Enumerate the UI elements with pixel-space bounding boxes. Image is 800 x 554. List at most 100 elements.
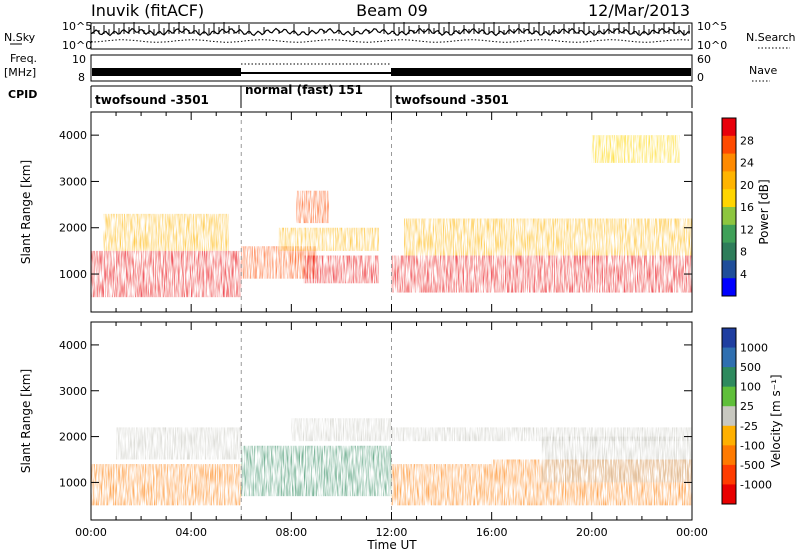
power-ylabel: Slant Range [km] bbox=[19, 160, 33, 264]
velocity-ytick-label-2: 2000 bbox=[59, 431, 87, 444]
freq-tick-top: 10 bbox=[72, 53, 86, 66]
velocity-colorbar-segment-1 bbox=[722, 328, 736, 349]
freq-label-2: [MHz] bbox=[4, 66, 36, 79]
nave-tick-bottom: 0 bbox=[697, 71, 704, 84]
x-axis-ticks: 00:00 04:00 08:00 12:00 16:00 20:00 00:00 bbox=[75, 526, 708, 539]
nsearch-line bbox=[91, 39, 690, 43]
power-region-2 bbox=[103, 213, 229, 251]
velocity-colorbar-tick-4: 25 bbox=[740, 400, 754, 413]
cpid-label: CPID bbox=[8, 88, 37, 101]
velocity-colorbar-segment-7 bbox=[722, 445, 736, 466]
velocity-colorbar-tick-7: -500 bbox=[740, 459, 765, 472]
velocity-colorbar-segment-5 bbox=[722, 406, 736, 427]
nsky-line bbox=[91, 27, 691, 37]
cpid-segment-1: twofsound -3501 bbox=[95, 93, 209, 107]
x-tick-label-4: 12:00 bbox=[376, 526, 408, 539]
velocity-colorbar-frame bbox=[721, 327, 737, 505]
velocity-colorbar-segment-9 bbox=[722, 484, 736, 505]
power-colorbar-segment-4 bbox=[722, 171, 736, 190]
velocity-axes: 1000 2000 3000 4000 bbox=[59, 322, 693, 520]
power-region-9 bbox=[591, 135, 680, 163]
velocity-region-5 bbox=[391, 464, 492, 506]
power-colorbar-tick-1: 28 bbox=[740, 134, 754, 147]
power-colorbar-label: Power [dB] bbox=[757, 179, 771, 244]
freq-band-seg3 bbox=[391, 68, 691, 76]
power-region-7 bbox=[391, 255, 692, 293]
nsky-trace bbox=[91, 22, 691, 43]
power-colorbar-segment-5 bbox=[722, 189, 736, 208]
power-colorbar: 28 24 20 16 12 8 4 bbox=[721, 117, 754, 297]
nsearch-label: N.Search bbox=[746, 31, 796, 44]
power-region-1 bbox=[91, 250, 242, 298]
power-data-layer bbox=[91, 112, 692, 312]
date-title: 12/Mar/2013 bbox=[588, 1, 690, 20]
power-colorbar-segment-8 bbox=[722, 242, 736, 261]
station-title: Inuvik (fitACF) bbox=[91, 1, 204, 20]
freq-label-1: Freq. bbox=[10, 52, 37, 65]
power-ytick-label-1: 1000 bbox=[59, 268, 87, 281]
velocity-colorbar-segment-2 bbox=[722, 347, 736, 368]
velocity-colorbar-segment-3 bbox=[722, 367, 736, 388]
velocity-ylabel: Slant Range [km] bbox=[19, 369, 33, 473]
velocity-data-layer bbox=[91, 322, 692, 520]
power-colorbar-segment-1 bbox=[722, 118, 736, 137]
cpid-segment-3: twofsound -3501 bbox=[395, 93, 509, 107]
power-colorbar-segment-9 bbox=[722, 260, 736, 279]
velocity-region-7 bbox=[541, 436, 692, 483]
power-ytick-label-2: 2000 bbox=[59, 222, 87, 235]
velocity-colorbar-tick-2: 500 bbox=[740, 361, 761, 374]
x-tick-label-2: 04:00 bbox=[175, 526, 207, 539]
freq-band-seg1 bbox=[92, 68, 241, 76]
nsearch-tick-bottom: 10^0 bbox=[697, 39, 727, 52]
x-tick-label-7: 00:00 bbox=[676, 526, 708, 539]
power-colorbar-tick-7: 4 bbox=[740, 268, 747, 281]
velocity-region-2 bbox=[116, 427, 242, 460]
power-colorbar-segment-10 bbox=[722, 278, 736, 297]
power-region-8 bbox=[404, 218, 692, 256]
beam-title: Beam 09 bbox=[356, 1, 428, 20]
power-colorbar-tick-6: 8 bbox=[740, 246, 747, 259]
velocity-colorbar-label: Velocity [m s⁻¹] bbox=[769, 374, 783, 467]
power-colorbar-frame bbox=[721, 117, 737, 297]
power-axes: 1000 2000 3000 4000 bbox=[59, 112, 693, 312]
power-colorbar-segment-3 bbox=[722, 153, 736, 172]
velocity-region-4 bbox=[291, 418, 392, 442]
velocity-region-1 bbox=[91, 464, 242, 506]
power-colorbar-tick-3: 20 bbox=[740, 179, 754, 192]
power-region-4 bbox=[303, 255, 379, 284]
power-region-5 bbox=[278, 227, 379, 251]
velocity-colorbar: 1000 500 100 25 -25 -100 -500 -1000 bbox=[721, 327, 772, 505]
x-tick-label-1: 00:00 bbox=[75, 526, 107, 539]
x-tick-label-6: 20:00 bbox=[576, 526, 608, 539]
power-colorbar-tick-4: 16 bbox=[740, 201, 754, 214]
nsearch-tick-top: 10^5 bbox=[697, 20, 727, 33]
nave-tick-top: 60 bbox=[697, 53, 711, 66]
velocity-ytick-label-1: 1000 bbox=[59, 476, 87, 489]
nsky-tick-bottom: 10^0 bbox=[62, 39, 92, 52]
power-colorbar-segment-6 bbox=[722, 207, 736, 226]
cpid-segment-2: normal (fast) 151 bbox=[245, 83, 363, 97]
freq-tick-bottom: 8 bbox=[78, 71, 85, 84]
velocity-colorbar-tick-1: 1000 bbox=[740, 342, 768, 355]
velocity-colorbar-segment-8 bbox=[722, 464, 736, 485]
freq-panel-frame bbox=[90, 54, 693, 82]
power-region-6 bbox=[296, 190, 329, 224]
velocity-colorbar-tick-3: 100 bbox=[740, 381, 761, 394]
nsky-tick-top: 10^5 bbox=[62, 20, 92, 33]
velocity-ytick-label-4: 4000 bbox=[59, 339, 87, 352]
x-axis-label: Time UT bbox=[366, 538, 417, 552]
velocity-colorbar-tick-6: -100 bbox=[740, 439, 765, 452]
velocity-colorbar-tick-8: -1000 bbox=[740, 478, 772, 491]
nsky-label: N.Sky bbox=[4, 31, 36, 44]
velocity-ytick-label-3: 3000 bbox=[59, 385, 87, 398]
power-ytick-label-4: 4000 bbox=[59, 129, 87, 142]
velocity-region-3 bbox=[241, 445, 392, 497]
power-colorbar-tick-5: 12 bbox=[740, 223, 754, 236]
nave-label: Nave bbox=[749, 64, 777, 77]
nsky-panel-frame bbox=[90, 22, 693, 50]
velocity-region-8 bbox=[391, 427, 692, 442]
velocity-colorbar-segment-6 bbox=[722, 425, 736, 446]
velocity-colorbar-segment-4 bbox=[722, 386, 736, 407]
power-colorbar-segment-7 bbox=[722, 224, 736, 244]
